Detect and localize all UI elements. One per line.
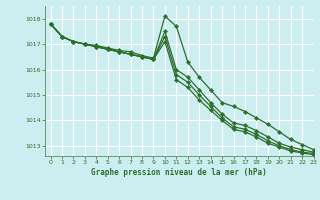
X-axis label: Graphe pression niveau de la mer (hPa): Graphe pression niveau de la mer (hPa)	[91, 168, 267, 177]
